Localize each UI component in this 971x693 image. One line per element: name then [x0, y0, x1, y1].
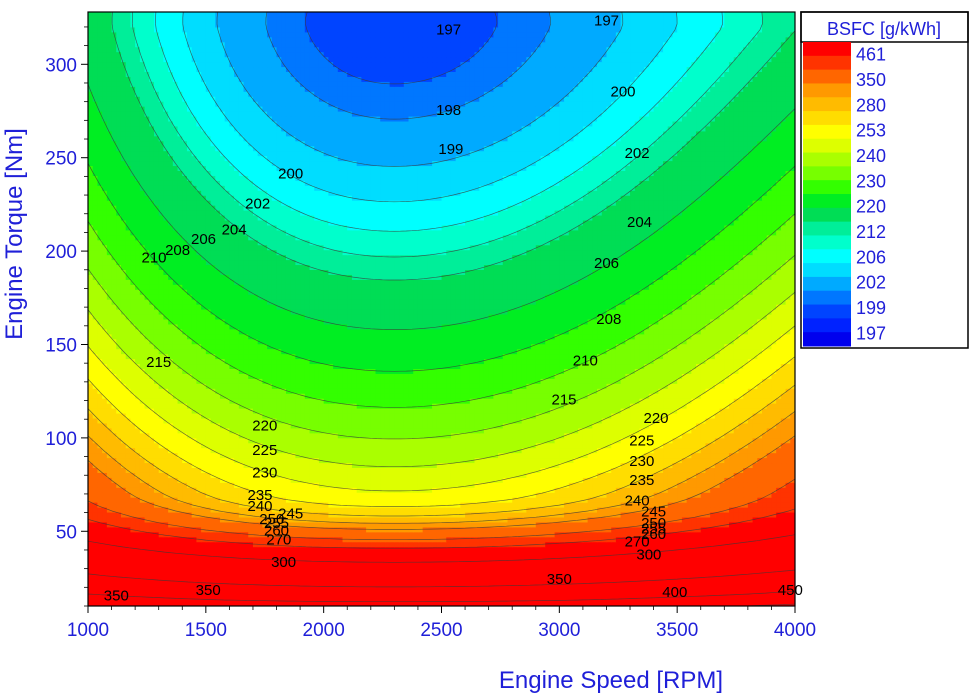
contour-label: 215 [551, 391, 576, 408]
contour-label: 206 [594, 255, 619, 272]
contour-label: 200 [278, 165, 303, 182]
legend-swatch [803, 291, 851, 305]
legend-label: 253 [856, 121, 886, 141]
legend-swatch [803, 277, 851, 291]
legend-title: BSFC [g/kWh] [827, 19, 941, 39]
legend-swatch [803, 318, 851, 332]
y-axis: 50 100 150 200 250 300 [45, 27, 88, 606]
legend-color-bar [803, 42, 851, 347]
contour-label: 206 [191, 231, 216, 248]
contour-label: 350 [104, 588, 129, 605]
legend-label: 220 [856, 197, 886, 217]
y-tick-label: 50 [56, 522, 77, 543]
contour-label: 450 [778, 582, 803, 599]
legend-label: 350 [856, 70, 886, 90]
legend-swatch [803, 83, 851, 97]
contour-label: 197 [594, 12, 619, 29]
legend-label: 202 [856, 273, 886, 293]
contour-label: 202 [625, 145, 650, 162]
legend-label: 206 [856, 247, 886, 267]
x-axis: 1000 1500 2000 2500 3000 3500 4000 [67, 606, 816, 641]
legend-swatch [803, 222, 851, 236]
contour-label: 350 [547, 571, 572, 588]
legend-swatch [803, 235, 851, 249]
legend-swatch [803, 125, 851, 139]
legend-swatch [803, 42, 851, 56]
legend-label: 240 [856, 146, 886, 166]
y-tick-label: 300 [45, 55, 77, 76]
legend-label: 212 [856, 222, 886, 242]
contour-label: 204 [222, 221, 247, 238]
legend-swatch [803, 56, 851, 70]
x-tick-label: 2500 [420, 620, 462, 641]
contour-label: 400 [662, 584, 687, 601]
x-axis-label: Engine Speed [RPM] [499, 667, 723, 693]
contour-label: 202 [245, 195, 270, 212]
x-tick-label: 3000 [538, 620, 580, 641]
contour-label: 210 [141, 250, 166, 267]
contour-label: 208 [165, 242, 190, 259]
legend-swatch [803, 139, 851, 153]
legend-label: 280 [856, 95, 886, 115]
contour-label: 225 [629, 433, 654, 450]
contour-label: 225 [252, 442, 277, 459]
y-tick-label: 100 [45, 429, 77, 450]
legend-label: 199 [856, 298, 886, 318]
y-axis-label: Engine Torque [Nm] [1, 128, 28, 340]
legend-label: 461 [856, 45, 886, 65]
legend-swatch [803, 332, 851, 346]
x-tick-label: 1500 [185, 620, 227, 641]
contour-label: 197 [436, 22, 461, 39]
contour-label: 200 [610, 83, 635, 100]
x-tick-label: 3500 [656, 620, 698, 641]
x-tick-label: 4000 [774, 620, 816, 641]
x-tick-label: 1000 [67, 620, 109, 641]
contour-label: 235 [629, 472, 654, 489]
legend-swatch [803, 208, 851, 222]
contour-label: 220 [252, 418, 277, 435]
contour-label: 215 [146, 354, 171, 371]
legend-swatch [803, 305, 851, 319]
legend-label: 197 [856, 323, 886, 343]
legend-swatch [803, 70, 851, 84]
legend-swatch [803, 166, 851, 180]
legend-swatch [803, 153, 851, 167]
legend-swatch [803, 194, 851, 208]
color-legend: BSFC [g/kWh] 461 350 280 253 240 230 220 212 206… [801, 12, 968, 348]
legend-swatch [803, 249, 851, 263]
contour-label: 300 [636, 547, 661, 564]
contour-label: 220 [643, 410, 668, 427]
contour-label: 204 [627, 214, 652, 231]
y-tick-label: 150 [45, 335, 77, 356]
legend-label: 230 [856, 171, 886, 191]
contour-label: 210 [573, 352, 598, 369]
contour-label: 208 [596, 311, 621, 328]
legend-swatch [803, 97, 851, 111]
legend-swatch [803, 111, 851, 125]
contour-label: 230 [252, 464, 277, 481]
legend-swatch [803, 180, 851, 194]
y-tick-label: 200 [45, 242, 77, 263]
contour-label: 199 [438, 141, 463, 158]
contour-label: 270 [266, 532, 291, 549]
legend-swatch [803, 263, 851, 277]
contour-label: 198 [436, 102, 461, 119]
contour-label: 300 [271, 554, 296, 571]
contour-label: 230 [629, 453, 654, 470]
x-tick-label: 2000 [303, 620, 345, 641]
y-tick-label: 250 [45, 149, 77, 170]
contour-label: 350 [196, 582, 221, 599]
